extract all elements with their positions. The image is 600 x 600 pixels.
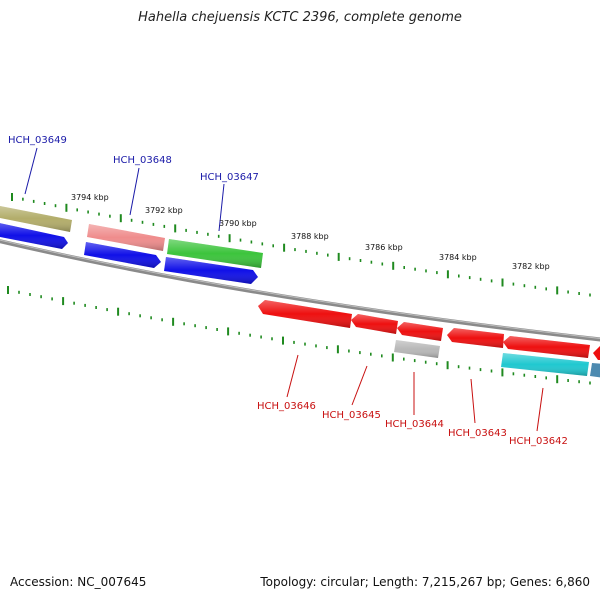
leader-line-HCH_03646: [286, 354, 299, 398]
gene-HCH_03642-arrow[interactable]: [503, 336, 590, 358]
gene-label-HCH_03648[interactable]: HCH_03648: [113, 155, 172, 166]
gene-label-HCH_03647[interactable]: HCH_03647: [200, 172, 259, 183]
gene-HCH_03647-arrow[interactable]: [167, 239, 263, 268]
scale-label-3792: 3792 kbp: [145, 206, 183, 215]
gene-HCH_03645-arrow[interactable]: [351, 314, 398, 334]
accession-text: Accession: NC_007645: [10, 575, 147, 589]
genome-summary-text: Topology: circular; Length: 7,215,267 bp…: [260, 575, 590, 589]
gene-HCH_03646-arrow[interactable]: [258, 300, 352, 328]
gene-label-HCH_03645[interactable]: HCH_03645: [322, 410, 381, 421]
gene-label-HCH_03646[interactable]: HCH_03646: [257, 401, 316, 412]
leader-line-HCH_03648: [129, 167, 140, 216]
scale-label-3782: 3782 kbp: [512, 262, 550, 271]
gene-label-HCH_03649[interactable]: HCH_03649: [8, 135, 67, 146]
genome-backbone-highlight: [0, 239, 600, 339]
gene-HCH_03648-arrow[interactable]: [87, 224, 165, 251]
gene-label-HCH_03644[interactable]: HCH_03644: [385, 419, 444, 430]
cyan-gene-arrow[interactable]: [501, 353, 589, 376]
gene-HCH_03643-arrow[interactable]: [447, 328, 504, 348]
leader-line-HCH_03642: [536, 387, 544, 432]
scale-label-3784: 3784 kbp: [439, 253, 477, 262]
gene-partial-arrow[interactable]: [593, 346, 600, 360]
grey-gene-arrow[interactable]: [394, 340, 440, 358]
gene-label-HCH_03642[interactable]: HCH_03642: [509, 436, 568, 447]
scale-label-3790: 3790 kbp: [219, 219, 257, 228]
scale-label-3794: 3794 kbp: [71, 193, 109, 202]
cds-arrow-2[interactable]: [84, 242, 161, 268]
cds-arrow-3[interactable]: [164, 257, 258, 284]
page-title: Hahella chejuensis KCTC 2396, complete g…: [138, 10, 462, 25]
leader-line-HCH_03645: [351, 365, 368, 406]
steel-gene-arrow[interactable]: [590, 363, 600, 378]
scale-label-3786: 3786 kbp: [365, 243, 403, 252]
gene-HCH_03649-arrow[interactable]: [0, 205, 72, 232]
scale-ticks-top: [11, 193, 591, 297]
cds-arrow-1[interactable]: [0, 222, 68, 249]
genome-backbone: [0, 239, 600, 342]
leader-line-HCH_03647: [218, 183, 225, 232]
scale-ticks-bottom: [7, 286, 591, 385]
leader-line-HCH_03649: [24, 147, 38, 195]
gene-HCH_03644-arrow[interactable]: [397, 322, 443, 341]
scale-label-3788: 3788 kbp: [291, 232, 329, 241]
leader-line-HCH_03643: [470, 378, 476, 424]
gene-label-HCH_03643[interactable]: HCH_03643: [448, 428, 507, 439]
